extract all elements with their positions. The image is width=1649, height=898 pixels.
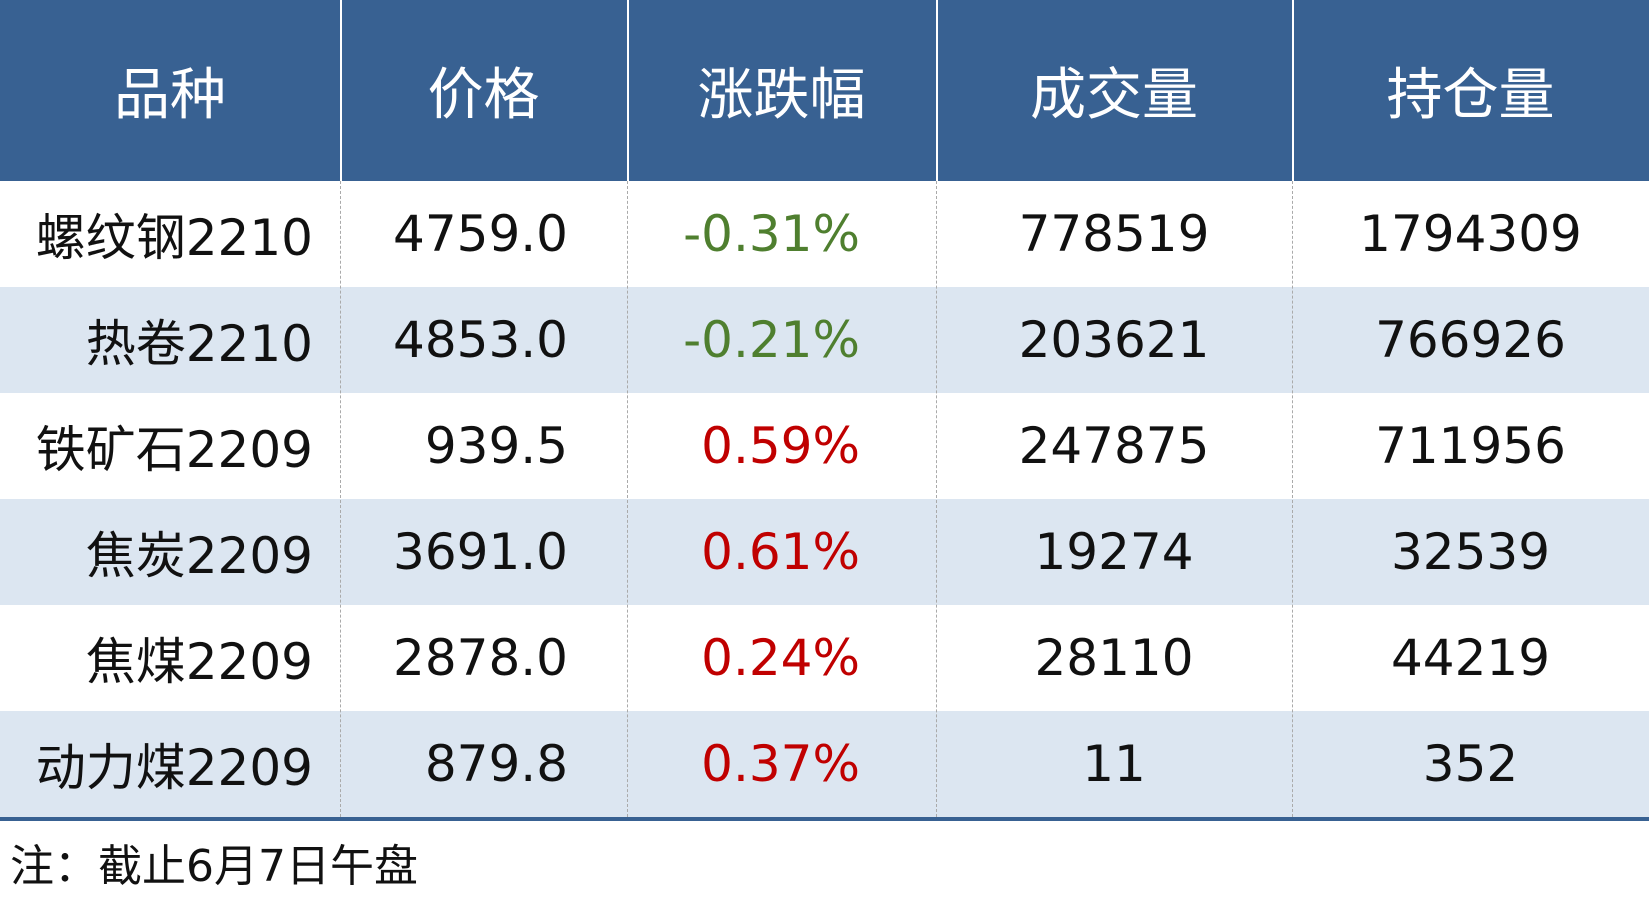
column-divider: [627, 181, 628, 817]
header-cell: 持仓量: [1386, 63, 1555, 128]
table-cell: 焦煤2209: [85, 633, 313, 691]
row-stripe: [0, 287, 1649, 393]
note: 注：截止6月7日午盘: [10, 841, 418, 892]
table-cell: 28110: [1034, 629, 1194, 687]
header-cell: 品种: [114, 63, 226, 128]
table-cell: 2878.0: [393, 629, 568, 687]
table-cell: 19274: [1034, 523, 1194, 581]
table-cell: 203621: [1018, 311, 1210, 369]
table-cell: 247875: [1018, 417, 1210, 475]
table-cell: 879.8: [424, 735, 568, 793]
header-divider: [627, 0, 629, 181]
bottom-rule: [0, 817, 1649, 821]
table-cell: 766926: [1375, 311, 1566, 369]
table-cell: 778519: [1018, 205, 1210, 263]
table-cell: 螺纹钢2210: [35, 209, 313, 267]
table-cell: 焦炭2209: [85, 527, 313, 585]
table-cell: 4759.0: [393, 205, 568, 263]
column-divider: [936, 181, 937, 817]
header-cell: 价格: [427, 63, 540, 128]
table-cell: 4853.0: [393, 311, 568, 369]
table-cell: 1794309: [1359, 205, 1582, 263]
header-divider: [1292, 0, 1294, 181]
column-divider: [1292, 181, 1293, 817]
table-cell: 352: [1422, 735, 1519, 793]
table-cell: 711956: [1375, 417, 1566, 475]
table-cell: 0.37%: [701, 735, 860, 793]
table-cell: 44219: [1390, 629, 1551, 687]
table-cell: 铁矿石2209: [35, 421, 313, 479]
table-cell: -0.31%: [683, 205, 860, 263]
table-cell: -0.21%: [683, 311, 860, 369]
header-divider: [340, 0, 342, 181]
table-cell: 0.61%: [701, 523, 860, 581]
table-cell: 0.24%: [701, 629, 860, 687]
header-cell: 涨跌幅: [697, 63, 866, 128]
row-stripe: [0, 711, 1649, 817]
table-cell: 32539: [1390, 523, 1551, 581]
table-cell: 0.59%: [701, 417, 860, 475]
column-divider: [340, 181, 341, 817]
header-divider: [936, 0, 938, 181]
table-cell: 3691.0: [393, 523, 568, 581]
header-cell: 成交量: [1030, 63, 1198, 128]
header-band: [0, 0, 1649, 181]
table-cell: 939.5: [424, 417, 568, 475]
row-stripe: [0, 499, 1649, 605]
table-cell: 11: [1082, 735, 1146, 793]
table-cell: 热卷2210: [85, 315, 313, 373]
table-cell: 动力煤2209: [35, 739, 313, 797]
